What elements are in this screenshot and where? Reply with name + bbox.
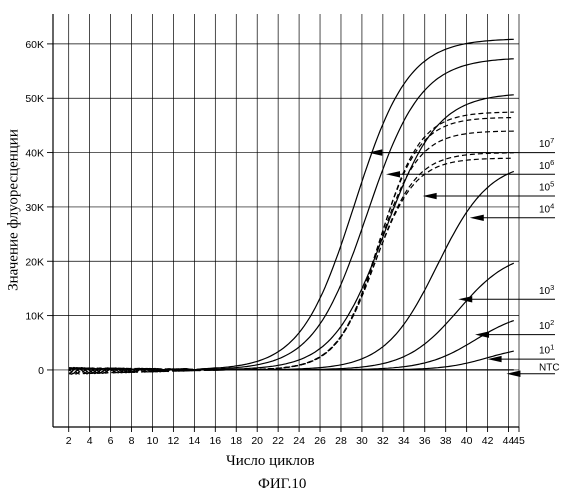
y-tick-label: 60K [25,39,44,51]
y-axis-label: Значение флуоресценции [2,90,26,330]
curve-10-7 [69,59,514,374]
y-tick-label: 10K [25,311,44,323]
x-tick-label: 10 [147,435,159,447]
x-tick-label: 8 [129,435,135,447]
x-axis-label: Число циклов [226,453,315,470]
x-tick-label: 28 [335,435,347,447]
y-axis-label-text: Значение флуоресценции [6,129,23,291]
annotation-label: 101 [539,343,554,357]
x-tick-label: 18 [230,435,242,447]
annotation-label: 106 [539,158,554,172]
x-tick-label: 36 [419,435,431,447]
y-tick-labels: 0 10K 20K 30K 40K 50K 60K [25,39,44,377]
annotation-arrowhead [470,215,484,221]
x-tick-label: 45 [513,435,525,447]
x-tick-label: 32 [377,435,389,447]
x-tick-labels: 2468101214161820222426283032343638404244… [66,435,525,447]
annotation-label: 107 [539,136,554,150]
axes [53,14,519,427]
curve-10-2 [69,321,514,374]
x-tick-label: 42 [482,435,494,447]
x-tick-label: 38 [440,435,452,447]
x-tick-label: 40 [461,435,473,447]
y-tick-label: 50K [25,93,44,105]
annotation-label: NTC [539,362,560,373]
x-tick-label: 12 [168,435,180,447]
curve-10-5 [69,112,514,373]
x-tick-label: 26 [314,435,326,447]
curve-10-5 [69,131,514,374]
x-tick-label: 24 [293,435,305,447]
annotation-arrowhead [475,331,489,337]
x-tick-label: 16 [209,435,221,447]
x-tick-label: 34 [398,435,410,447]
annotation-arrowhead [368,149,382,155]
annotation-label: 105 [539,180,554,194]
y-tick-label: 0 [38,365,44,377]
curve-10-4 [69,171,514,374]
annotation-label: 102 [539,318,554,332]
annotation-label: 103 [539,283,554,297]
x-tick-label: 14 [189,435,201,447]
x-tick-label: 22 [272,435,284,447]
y-tick-label: 20K [25,256,44,268]
x-tick-label: 6 [108,435,114,447]
x-tick-label: 2 [66,435,72,447]
x-tick-label: 4 [87,435,93,447]
annotation-label: 104 [539,201,554,215]
curve-10-3 [69,263,514,374]
x-tick-label: 20 [251,435,263,447]
figure-caption: ФИГ.10 [258,476,306,493]
annotation-arrowhead [386,171,400,177]
curve-10-6 [69,95,514,374]
annotations: 107 106 105 104 103 102 101 NTC [368,136,559,377]
y-tick-label: 30K [25,202,44,214]
y-tick-label: 40K [25,148,44,160]
x-tick-label: 30 [356,435,368,447]
